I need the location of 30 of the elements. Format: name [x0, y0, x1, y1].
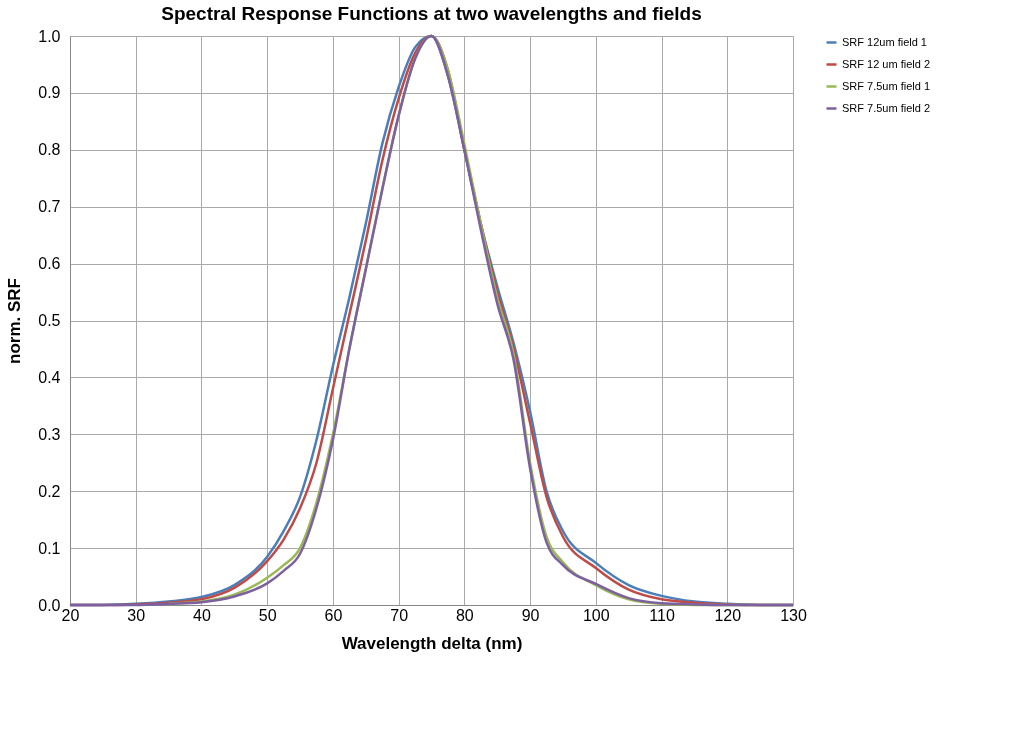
y-tick-label: 0.5: [38, 312, 61, 329]
chart-title: Spectral Response Functions at two wavelengths and fields: [161, 3, 702, 24]
x-tick-label: 80: [455, 606, 474, 624]
x-tick-label: 60: [324, 606, 343, 624]
x-tick-label: 90: [521, 606, 540, 624]
x-tick-label: 110: [649, 606, 675, 624]
x-tick-label: 50: [258, 606, 277, 624]
y-tick-label: 0.6: [38, 255, 61, 273]
x-tick-label: 40: [193, 606, 211, 624]
y-tick-label: 0.8: [38, 141, 61, 159]
x-tick-label: 100: [582, 606, 610, 624]
legend-label: SRF 12um field 1: [842, 35, 927, 48]
x-tick-label: 70: [390, 606, 409, 624]
legend-label: SRF 7.5um field 2: [842, 101, 931, 114]
x-axis-title: Wavelength delta (nm): [341, 633, 523, 653]
x-tick-label: 130: [780, 606, 807, 624]
legend-label: SRF 7.5um field 1: [842, 79, 931, 92]
y-tick-label: 0.0: [38, 596, 61, 614]
y-tick-label: 0.2: [38, 482, 61, 500]
x-tick-label: 120: [714, 606, 742, 624]
x-tick-label: 30: [127, 606, 146, 624]
y-tick-label: 1.0: [38, 27, 61, 45]
y-tick-label: 0.3: [38, 425, 61, 443]
y-tick-label: 0.4: [38, 368, 61, 386]
legend-label: SRF 12 um field 2: [842, 57, 931, 70]
y-tick-label: 0.1: [38, 539, 61, 557]
y-tick-label: 0.7: [38, 198, 61, 216]
x-tick-label: 20: [61, 606, 80, 624]
y-axis-title: norm. SRF: [5, 278, 25, 364]
y-tick-label: 0.9: [38, 84, 61, 102]
